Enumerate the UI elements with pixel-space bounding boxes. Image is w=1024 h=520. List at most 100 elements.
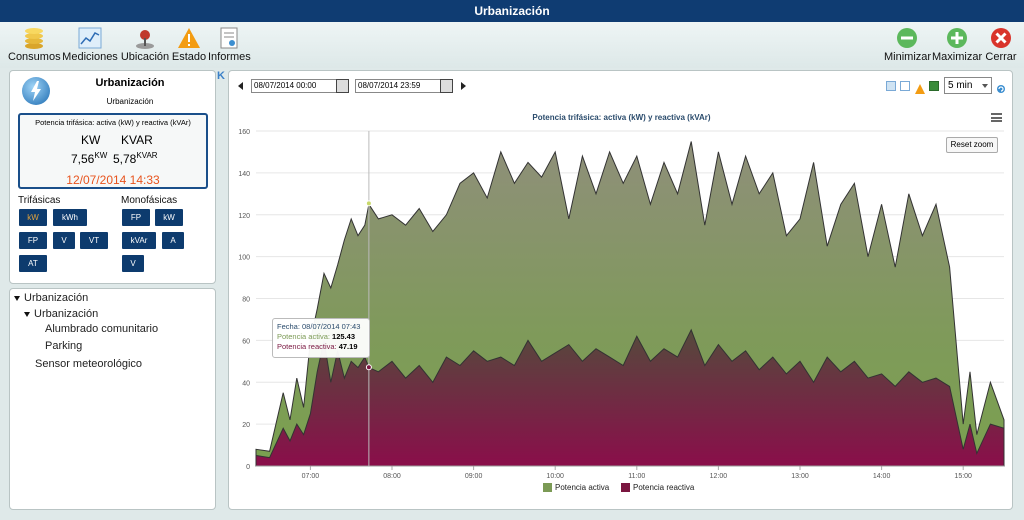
tooltip-date: Fecha: 08/07/2014 07:43 <box>277 322 361 331</box>
tree-leaf-parking[interactable]: Parking <box>45 340 83 352</box>
close-icon <box>991 28 1011 48</box>
cerrar-button[interactable]: Cerrar <box>984 26 1018 63</box>
reading-date: 12/07/2014 14:33 <box>66 173 160 187</box>
next-day-icon[interactable] <box>461 82 466 90</box>
maximizar-label: Maximizar <box>932 51 983 63</box>
informes-button[interactable]: Informes <box>208 26 251 63</box>
end-date-input[interactable]: 08/07/2014 23:59 <box>355 79 443 93</box>
informes-label: Informes <box>208 51 251 63</box>
line-chart-icon <box>78 27 102 49</box>
power-reading-box: Potencia trifásica: activa (kW) y reacti… <box>18 113 208 189</box>
x-tick-label: 09:00 <box>465 473 483 480</box>
hover-point-reactive <box>365 364 372 371</box>
site-tree: Urbanización Urbanización Alumbrado comu… <box>9 288 216 510</box>
start-date-input[interactable]: 08/07/2014 00:00 <box>251 79 339 93</box>
refresh-icon[interactable] <box>996 81 1006 93</box>
kvar-label: KVAR <box>121 133 153 147</box>
y-tick-label: 140 <box>238 171 250 178</box>
tri-fp-button[interactable]: FP <box>19 232 47 249</box>
tri-v-button[interactable]: V <box>53 232 75 249</box>
warning-icon[interactable] <box>915 81 925 94</box>
mediciones-label: Mediciones <box>62 51 118 63</box>
reading-title: Potencia trifásica: activa (kW) y reacti… <box>35 118 191 127</box>
legend-active[interactable]: Potencia activa <box>543 483 609 493</box>
site-subtitle: Urbanización <box>106 97 154 106</box>
tree-child[interactable]: Urbanización <box>24 308 98 320</box>
tooltip-reactive: Potencia reactiva: 47.19 <box>277 342 358 351</box>
tri-kw-button[interactable]: kW <box>19 209 47 226</box>
table-icon[interactable] <box>900 81 910 91</box>
excel-icon[interactable] <box>929 81 939 91</box>
window-title: Urbanización <box>0 0 1024 22</box>
y-tick-label: 20 <box>242 422 250 429</box>
tree-root[interactable]: Urbanización <box>14 292 88 304</box>
estado-button[interactable]: Estado <box>171 26 207 63</box>
trifasicas-title: Trifásicas <box>18 195 61 206</box>
minimize-icon <box>897 28 917 48</box>
maximize-icon <box>947 28 967 48</box>
mono-a-button[interactable]: A <box>162 232 184 249</box>
coins-icon <box>25 28 43 49</box>
minimizar-label: Minimizar <box>884 51 932 63</box>
x-tick-label: 10:00 <box>546 473 564 480</box>
warning-icon <box>178 28 200 48</box>
tooltip-active: Potencia activa: 125.43 <box>277 332 355 341</box>
tri-at-button[interactable]: AT <box>19 255 47 272</box>
y-tick-label: 60 <box>242 338 250 345</box>
expand-arrow-icon <box>24 311 30 317</box>
tree-leaf-alumbrado[interactable]: Alumbrado comunitario <box>45 323 159 335</box>
report-icon <box>220 27 238 49</box>
power-chart: 0 20 40 60 80 100 120 140 160 07:00 08:00 09:00 10:0… <box>238 129 1005 480</box>
legend-swatch-active <box>543 483 552 493</box>
map-pin-icon <box>136 30 154 49</box>
mono-v-button[interactable]: V <box>122 255 144 272</box>
y-tick-label: 0 <box>246 464 250 471</box>
minimizar-button[interactable]: Minimizar <box>884 26 932 63</box>
mono-kvar-button[interactable]: kVAr <box>122 232 156 249</box>
menu-icon[interactable] <box>991 113 1002 122</box>
x-tick-label: 11:00 <box>628 473 645 480</box>
calendar-icon[interactable] <box>336 79 349 93</box>
chart-title: Potencia trifásica: activa (kW) y reacti… <box>532 113 711 122</box>
chart-panel: 08/07/2014 00:00 08/07/2014 23:59 5 min … <box>228 70 1013 510</box>
mono-fp-button[interactable]: FP <box>122 209 150 226</box>
tree-sensor[interactable]: Sensor meteorológico <box>35 358 143 370</box>
ubicacion-button[interactable]: Ubicación <box>120 26 170 63</box>
expand-arrow-icon <box>14 295 20 301</box>
energy-icon <box>22 77 50 105</box>
x-tick-label: 07:00 <box>302 473 320 480</box>
tri-kwh-button[interactable]: kWh <box>53 209 87 226</box>
collapse-panel-icon[interactable]: K <box>217 70 225 82</box>
consumos-button[interactable]: Consumos <box>8 26 61 63</box>
y-tick-label: 120 <box>238 213 250 220</box>
chart-tooltip: Fecha: 08/07/2014 07:43 Potencia activa:… <box>272 318 370 358</box>
kw-value: 7,56KW <box>71 151 108 166</box>
consumos-label: Consumos <box>8 51 61 63</box>
site-title: Urbanización <box>95 77 165 89</box>
kw-label: KW <box>81 133 101 147</box>
ubicacion-label: Ubicación <box>120 51 170 63</box>
x-tick-label: 15:00 <box>954 473 972 480</box>
y-tick-label: 160 <box>238 129 250 136</box>
hover-point-active <box>365 200 372 207</box>
cerrar-label: Cerrar <box>985 51 1017 63</box>
legend-swatch-reactive <box>621 483 630 493</box>
legend-reactive[interactable]: Potencia reactiva <box>621 483 694 493</box>
reset-zoom-button[interactable]: Reset zoom <box>946 137 998 153</box>
monofasicas-title: Monofásicas <box>121 195 178 206</box>
maximizar-button[interactable]: Maximizar <box>932 26 982 63</box>
interval-select[interactable]: 5 min <box>944 77 992 94</box>
tri-vt-button[interactable]: VT <box>80 232 108 249</box>
mediciones-button[interactable]: Mediciones <box>62 26 118 63</box>
site-summary-panel: Urbanización Urbanización Potencia trifá… <box>9 70 216 284</box>
calendar-icon[interactable] <box>440 79 453 93</box>
y-tick-label: 40 <box>242 380 250 387</box>
mono-kw-button[interactable]: kW <box>155 209 183 226</box>
prev-day-icon[interactable] <box>238 82 243 90</box>
kvar-value: 5,78KVAR <box>113 151 158 166</box>
estado-label: Estado <box>171 51 207 63</box>
x-tick-label: 13:00 <box>791 473 809 480</box>
y-tick-label: 100 <box>238 255 250 262</box>
line-chart-icon[interactable] <box>886 81 896 91</box>
x-tick-label: 08:00 <box>383 473 401 480</box>
